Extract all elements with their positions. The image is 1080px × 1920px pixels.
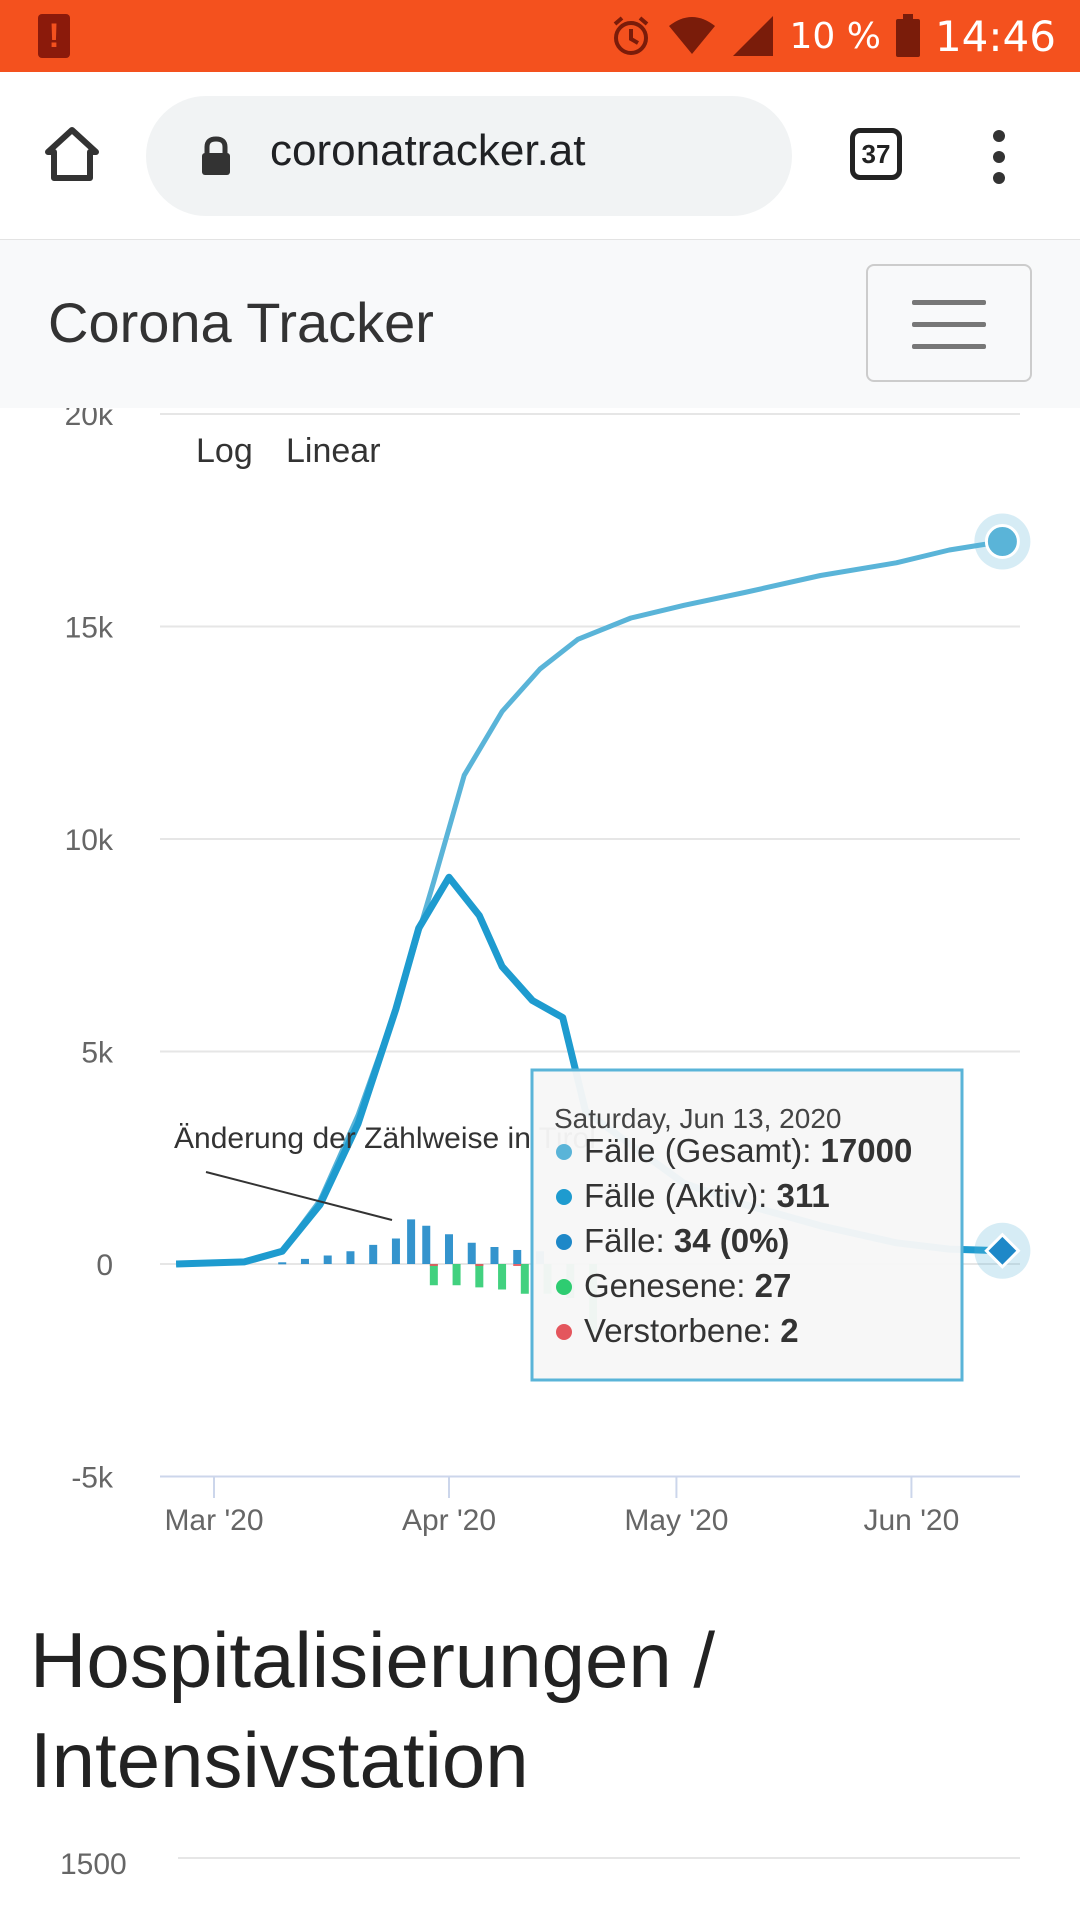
url-text: coronatracker.at xyxy=(270,126,586,175)
bar-verstorbene xyxy=(475,1264,484,1266)
more-vert-icon[interactable] xyxy=(984,130,1014,184)
linear-scale-button[interactable]: Linear xyxy=(286,432,381,470)
bar-genesene xyxy=(452,1264,461,1286)
series-marker-active xyxy=(984,1232,1021,1269)
status-icons: 10 % 14:46 xyxy=(609,8,1056,64)
series-marker-total xyxy=(984,524,1020,559)
annotation-pointer xyxy=(205,1171,393,1221)
status-bar: ! 10 % 14:46 xyxy=(0,0,1080,72)
bar-f-lle xyxy=(445,1234,453,1264)
legend-dot xyxy=(556,1324,572,1340)
bar-f-lle xyxy=(513,1249,522,1264)
bar-f-lle xyxy=(346,1251,355,1264)
cases-chart: 20k 15k 10k 5k 0 -5k Mar '20 Apr '20 May '20 Jun… xyxy=(0,399,1080,1538)
y-tick-label: 0 xyxy=(96,1249,113,1282)
cases-chart-svg: 20k 15k 10k 5k 0 -5k Mar '20 Apr '20 May '20 Jun… xyxy=(65,399,1031,1537)
bar-f-lle xyxy=(278,1262,287,1265)
bar-f-lle xyxy=(407,1219,416,1264)
grid-line xyxy=(178,1857,1020,1859)
x-tick-label: May '20 xyxy=(624,1504,728,1537)
tooltip-row: Fälle: 34 (0%) xyxy=(584,1222,789,1259)
bar-f-lle xyxy=(422,1225,431,1264)
tooltip-row: Genesene: 27 xyxy=(584,1267,791,1304)
legend-dot xyxy=(556,1234,572,1250)
section-title-hospitalizations: Hospitalisierungen / Intensivstation xyxy=(30,1610,1030,1810)
bar-f-lle xyxy=(323,1255,332,1264)
lock-icon xyxy=(202,136,230,175)
bar-f-lle xyxy=(490,1247,499,1264)
clock: 14:46 xyxy=(934,11,1056,61)
bar-f-lle xyxy=(369,1244,378,1264)
bar-f-lle xyxy=(391,1238,400,1264)
bar-f-lle xyxy=(300,1258,309,1264)
x-tick-label: Jun '20 xyxy=(864,1504,960,1537)
battery-percent: 10 % xyxy=(789,15,881,57)
y-tick-label: -5k xyxy=(71,1462,114,1495)
site-navbar: Corona Tracker xyxy=(0,240,1080,408)
section-title-line2: Intensivstation xyxy=(30,1716,529,1804)
legend-dot xyxy=(556,1279,572,1295)
bar-verstorbene xyxy=(513,1264,522,1266)
bar-verstorbene xyxy=(429,1264,438,1266)
tooltip-date: Saturday, Jun 13, 2020 xyxy=(554,1103,841,1134)
chart-tooltip: Saturday, Jun 13, 2020 Fälle (Gesamt): 1… xyxy=(530,1068,964,1382)
tooltip-row: Verstorbene: 2 xyxy=(584,1312,799,1349)
log-scale-button[interactable]: Log xyxy=(196,432,253,470)
x-tick-label: Mar '20 xyxy=(164,1504,263,1537)
bar-genesene xyxy=(429,1264,438,1286)
y-tick-label: 15k xyxy=(65,612,114,645)
signal-icon xyxy=(733,16,774,56)
browser-toolbar: coronatracker.at 37 xyxy=(0,72,1080,240)
tabs-icon[interactable]: 37 xyxy=(850,128,902,180)
bar-genesene xyxy=(475,1264,484,1288)
chart-annotation: Änderung der Zählweise in Tirol xyxy=(174,1122,596,1155)
alarm-icon xyxy=(614,16,649,55)
section-title-line1: Hospitalisierungen / xyxy=(30,1616,716,1704)
battery-icon xyxy=(895,14,920,57)
legend-dot xyxy=(556,1144,572,1160)
home-icon[interactable] xyxy=(40,122,104,186)
legend-dot xyxy=(556,1189,572,1205)
hamburger-icon[interactable] xyxy=(866,264,1032,382)
battery-warning-icon: ! xyxy=(38,14,70,58)
y-tick-label: 20k xyxy=(65,408,114,432)
y-tick-label: 5k xyxy=(81,1037,114,1070)
y-tick-label: 1500 xyxy=(60,1848,127,1881)
bar-genesene xyxy=(520,1264,529,1294)
bar-f-lle xyxy=(467,1242,476,1264)
x-tick-label: Apr '20 xyxy=(402,1504,496,1537)
tooltip-row: Fälle (Gesamt): 17000 xyxy=(584,1132,912,1169)
address-bar[interactable]: coronatracker.at xyxy=(146,96,792,216)
bar-genesene xyxy=(498,1264,507,1290)
wifi-icon xyxy=(669,17,716,54)
y-tick-label: 10k xyxy=(65,824,114,857)
tooltip-row: Fälle (Aktiv): 311 xyxy=(584,1177,830,1214)
site-brand[interactable]: Corona Tracker xyxy=(48,291,434,354)
